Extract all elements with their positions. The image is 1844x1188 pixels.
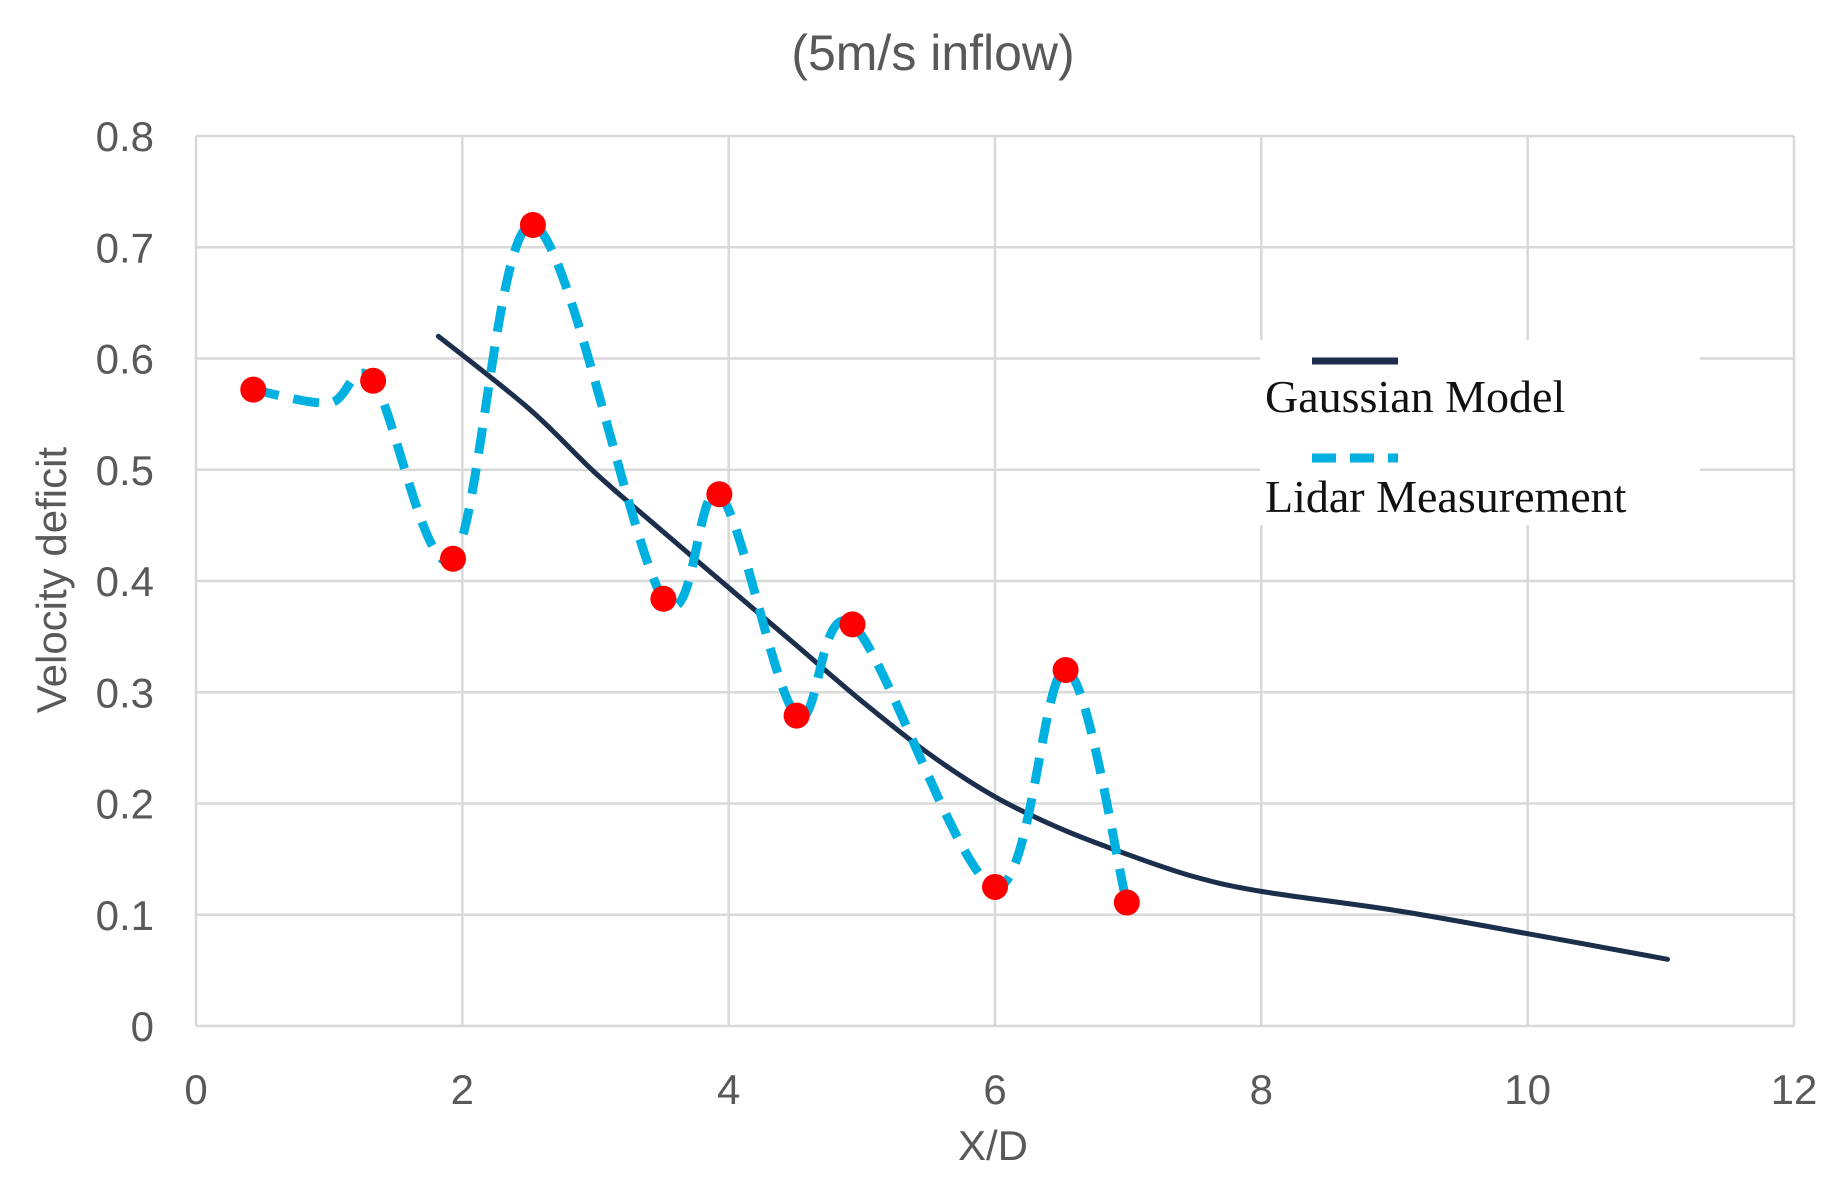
x-tick-label: 10	[1504, 1066, 1551, 1113]
series-line-gaussian-model	[435, 333, 1670, 962]
x-tick-label: 0	[184, 1066, 207, 1113]
legend-label-gaussian-model: Gaussian Model	[1265, 371, 1565, 422]
chart-title: (5m/s inflow)	[791, 25, 1074, 81]
tick-labels: 0 2 4 6 8 10 12 0 0.1 0.2 0.3 0.4 0.5 0.6 0.7 0.8	[96, 113, 1818, 1113]
data-point-marker	[982, 873, 1008, 900]
data-point-marker	[1113, 889, 1140, 916]
x-tick-label: 12	[1771, 1066, 1818, 1113]
y-tick-label: 0	[131, 1003, 154, 1050]
legend-background	[1260, 340, 1700, 525]
y-tick-label: 0.2	[96, 781, 154, 828]
data-point-marker	[839, 611, 866, 638]
legend-label-lidar-measurement: Lidar Measurement	[1265, 471, 1627, 522]
series-group	[252, 220, 1670, 962]
y-tick-label: 0.3	[96, 669, 154, 716]
series-line-lidar-measurement	[252, 220, 1132, 904]
y-tick-label: 0.6	[96, 336, 154, 383]
data-point-marker	[1052, 657, 1079, 683]
y-axis-label: Velocity deficit	[28, 447, 75, 713]
data-point-marker	[360, 367, 387, 394]
data-point-marker	[783, 702, 810, 729]
data-point-marker	[706, 481, 733, 508]
x-tick-label: 2	[451, 1066, 474, 1113]
x-tick-label: 6	[983, 1066, 1006, 1113]
data-point-marker	[650, 585, 677, 612]
legend: Gaussian Model Lidar Measurement	[1260, 340, 1700, 525]
x-axis-label: X/D	[958, 1122, 1028, 1169]
data-point-marker	[240, 376, 267, 403]
y-tick-label: 0.7	[96, 224, 154, 271]
y-tick-label: 0.4	[96, 558, 154, 605]
data-point-marker	[440, 545, 467, 572]
y-tick-label: 0.1	[96, 892, 154, 939]
y-tick-label: 0.8	[96, 113, 154, 160]
y-tick-label: 0.5	[96, 447, 154, 494]
marker-group	[240, 212, 1140, 916]
data-point-marker	[519, 212, 546, 238]
x-tick-label: 8	[1250, 1066, 1273, 1113]
x-tick-label: 4	[717, 1066, 740, 1113]
